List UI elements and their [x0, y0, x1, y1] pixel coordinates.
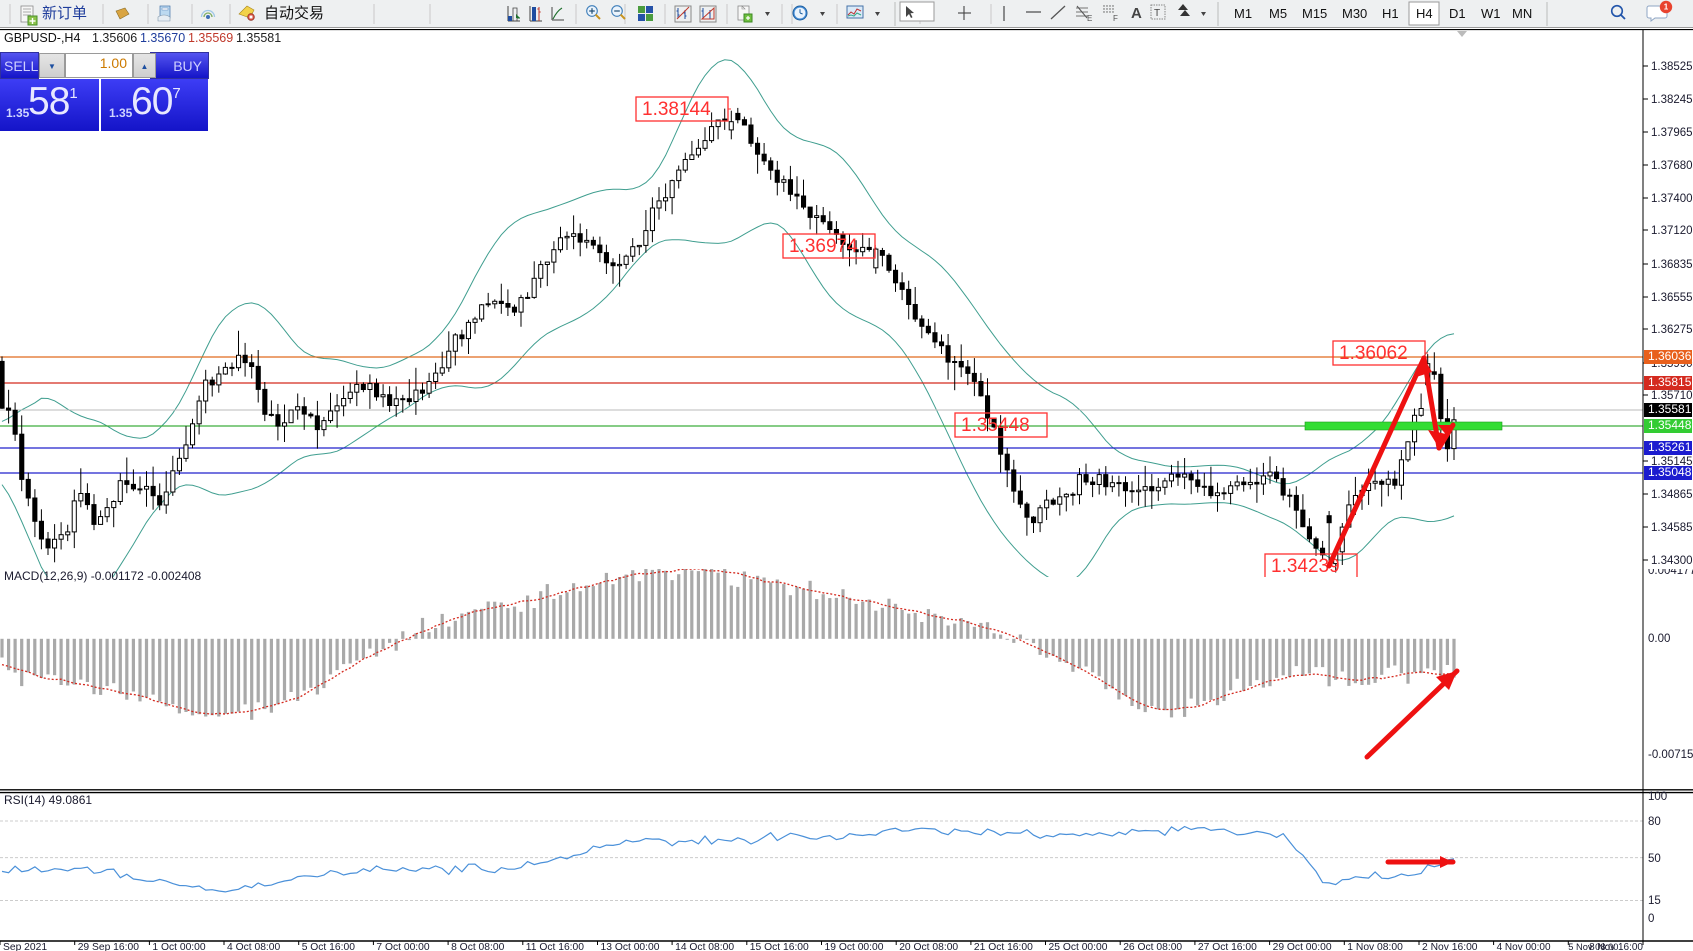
svg-text:4 Oct 08:00: 4 Oct 08:00 — [227, 942, 281, 951]
svg-text:1.37680: 1.37680 — [1651, 160, 1693, 172]
svg-text:15: 15 — [1648, 895, 1661, 907]
svg-text:1.34865: 1.34865 — [1651, 489, 1693, 501]
svg-text:M30: M30 — [1342, 6, 1367, 21]
svg-text:7 Oct 00:00: 7 Oct 00:00 — [376, 942, 430, 951]
svg-text:T: T — [1154, 8, 1160, 19]
svg-text:1.36835: 1.36835 — [1651, 259, 1693, 271]
svg-text:5 Oct 16:00: 5 Oct 16:00 — [302, 942, 356, 951]
svg-text:8 Oct 08:00: 8 Oct 08:00 — [451, 942, 505, 951]
svg-text:1.35606: 1.35606 — [92, 31, 137, 45]
svg-text:15 Oct 16:00: 15 Oct 16:00 — [750, 942, 809, 951]
svg-text:1.35670: 1.35670 — [140, 31, 185, 45]
svg-text:-0.007153: -0.007153 — [1648, 749, 1693, 761]
svg-text:1.35815: 1.35815 — [1648, 375, 1692, 389]
svg-text:1.37120: 1.37120 — [1651, 225, 1693, 237]
svg-text:新订单: 新订单 — [42, 5, 87, 22]
svg-text:1.35048: 1.35048 — [1648, 465, 1692, 479]
svg-text:50: 50 — [1648, 853, 1661, 865]
svg-text:1.36275: 1.36275 — [1651, 324, 1693, 336]
svg-text:1.36974: 1.36974 — [789, 236, 858, 257]
svg-text:A: A — [1131, 5, 1142, 22]
svg-text:1.38144: 1.38144 — [642, 99, 711, 120]
svg-text:1.36555: 1.36555 — [1651, 292, 1693, 304]
svg-text:1.36036: 1.36036 — [1648, 349, 1692, 363]
svg-text:20 Oct 08:00: 20 Oct 08:00 — [899, 942, 958, 951]
svg-text:E: E — [1087, 14, 1092, 23]
svg-text:1 Oct 00:00: 1 Oct 00:00 — [152, 942, 206, 951]
svg-text:14 Oct 08:00: 14 Oct 08:00 — [675, 942, 734, 951]
svg-text:H4: H4 — [1416, 6, 1433, 21]
svg-text:1.37965: 1.37965 — [1651, 127, 1693, 139]
svg-text:1.35569: 1.35569 — [188, 31, 233, 45]
svg-text:26 Oct 08:00: 26 Oct 08:00 — [1123, 942, 1182, 951]
svg-text:4 Nov 00:00: 4 Nov 00:00 — [1497, 942, 1551, 951]
svg-text:D1: D1 — [1449, 6, 1466, 21]
svg-text:自动交易: 自动交易 — [264, 4, 324, 22]
svg-text:29 Sep 16:00: 29 Sep 16:00 — [78, 942, 140, 951]
svg-text:1.34300: 1.34300 — [1651, 555, 1693, 567]
svg-text:1.38525: 1.38525 — [1651, 61, 1693, 73]
svg-text:RSI(14) 49.0861: RSI(14) 49.0861 — [4, 793, 92, 807]
svg-text:MN: MN — [1512, 6, 1532, 21]
svg-text:H1: H1 — [1382, 6, 1399, 21]
svg-text:19 Oct 00:00: 19 Oct 00:00 — [825, 942, 884, 951]
svg-text:1.35261: 1.35261 — [1648, 440, 1692, 454]
svg-text:2 Nov 16:00: 2 Nov 16:00 — [1422, 942, 1478, 951]
svg-text:8 Nov 16:00: 8 Nov 16:00 — [1589, 942, 1643, 951]
svg-text:1.35448: 1.35448 — [961, 415, 1030, 436]
svg-text:MACD(12,26,9) -0.001172 -0.002: MACD(12,26,9) -0.001172 -0.002408 — [4, 569, 202, 583]
svg-text:M15: M15 — [1302, 6, 1327, 21]
svg-text:29 Oct 00:00: 29 Oct 00:00 — [1273, 942, 1332, 951]
svg-text:1.38245: 1.38245 — [1651, 94, 1693, 106]
svg-text:1.34585: 1.34585 — [1651, 522, 1693, 534]
svg-text:GBPUSD-,H4: GBPUSD-,H4 — [4, 31, 80, 45]
svg-text:W1: W1 — [1481, 6, 1501, 21]
svg-text:25 Oct 00:00: 25 Oct 00:00 — [1049, 942, 1108, 951]
svg-text:0.00: 0.00 — [1648, 633, 1670, 645]
svg-text:80: 80 — [1648, 816, 1661, 828]
svg-text:1.37400: 1.37400 — [1651, 193, 1693, 205]
svg-text:F: F — [1113, 14, 1118, 23]
svg-text:Sep 2021: Sep 2021 — [3, 942, 47, 951]
svg-text:100: 100 — [1648, 791, 1667, 803]
svg-text:0: 0 — [1648, 913, 1654, 925]
svg-text:1.35581: 1.35581 — [236, 31, 281, 45]
svg-text:1.35710: 1.35710 — [1651, 390, 1693, 402]
svg-text:1.35448: 1.35448 — [1648, 418, 1692, 432]
svg-text:1.36062: 1.36062 — [1339, 343, 1408, 364]
svg-text:1.35581: 1.35581 — [1648, 402, 1692, 416]
svg-text:13 Oct 00:00: 13 Oct 00:00 — [601, 942, 660, 951]
svg-text:27 Oct 16:00: 27 Oct 16:00 — [1198, 942, 1257, 951]
svg-text:21 Oct 16:00: 21 Oct 16:00 — [974, 942, 1033, 951]
svg-text:1 Nov 08:00: 1 Nov 08:00 — [1347, 942, 1403, 951]
svg-text:11 Oct 16:00: 11 Oct 16:00 — [526, 942, 584, 951]
svg-text:M1: M1 — [1234, 6, 1252, 21]
svg-text:M5: M5 — [1269, 6, 1287, 21]
svg-text:1: 1 — [1664, 3, 1669, 12]
